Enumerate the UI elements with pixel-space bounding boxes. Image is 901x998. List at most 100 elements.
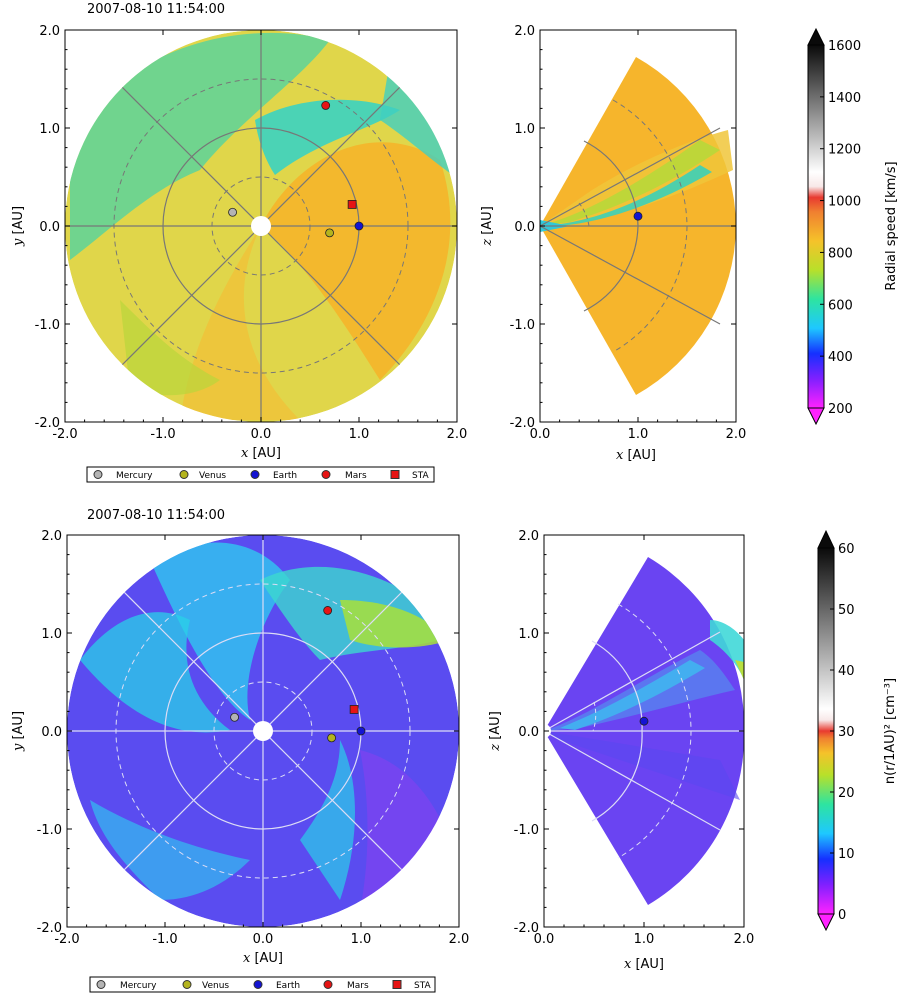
earth-marker (354, 221, 364, 231)
mars-marker (321, 101, 331, 110)
earth-marker (633, 211, 643, 221)
y-tick-label: 2.0 (514, 24, 535, 39)
y-tick-label: 0.0 (39, 220, 60, 235)
legend-bottom: Mercury Venus Earth Mars STA (89, 976, 436, 993)
legend-bottom-sta-label: STA (414, 981, 432, 991)
legend-sta-label: STA (412, 471, 430, 481)
y-tick-label: -2.0 (37, 921, 62, 936)
density-ecliptic-ticks: -2.0 -1.0 0.0 1.0 2.0 2.0 1.0 0.0 -1.0 -2.0 (37, 529, 470, 947)
x-tick-label: 2.0 (449, 932, 470, 947)
density-colorbar (817, 529, 835, 932)
density-meridional-ylabel: z [AU] (488, 711, 503, 752)
timestamp-top: 2007-08-10 11:54:00 (87, 2, 225, 17)
speed-meridional-ticks: 0.0 1.0 2.0 2.0 1.0 0.0 -1.0 -2.0 (510, 24, 747, 442)
y-tick-label: 1.0 (514, 122, 535, 137)
legend-venus-marker (179, 470, 189, 479)
x-tick-label: -1.0 (152, 932, 177, 947)
colorbar-tick-label: 400 (828, 350, 853, 365)
speed-ecliptic-ylabel: y [AU] (11, 206, 26, 247)
colorbar-tick-label: 10 (838, 847, 855, 862)
x-tick-label: -2.0 (54, 932, 79, 947)
y-tick-label: 1.0 (518, 627, 539, 642)
y-tick-label: 0.0 (514, 220, 535, 235)
timestamp-bottom: 2007-08-10 11:54:00 (87, 508, 225, 523)
density-colorbar-label: n(r/1AU)² [cm⁻³] (883, 678, 898, 784)
x-tick-label: 1.0 (634, 932, 655, 947)
speed-colorbar-min-arrow (807, 407, 825, 426)
speed-ecliptic-ticks: -2.0 -1.0 0.0 1.0 2.0 2.0 1.0 0.0 -1.0 -2.0 (35, 24, 468, 442)
y-tick-label: -2.0 (35, 416, 60, 431)
legend-mercury-marker (93, 470, 103, 479)
sta-marker (349, 705, 359, 714)
speed-colorbar-label: Radial speed [km/s] (884, 161, 899, 290)
colorbar-tick-label: 1600 (828, 39, 861, 54)
speed-colorbar-bar (807, 44, 825, 409)
speed-colorbar (807, 27, 825, 426)
speed-ecliptic-bodies (228, 101, 364, 238)
legend-bottom-mars-label: Mars (347, 981, 369, 991)
earth-marker (639, 716, 649, 726)
legend-bottom-venus-label: Venus (202, 981, 229, 991)
mars-marker (323, 606, 333, 615)
legend-earth-label: Earth (273, 471, 297, 481)
x-tick-label: 1.0 (349, 427, 370, 442)
legend-bottom-earth-label: Earth (276, 981, 300, 991)
colorbar-tick-label: 1200 (828, 143, 861, 158)
speed-meridional-field (539, 57, 736, 395)
x-tick-label: 1.0 (628, 427, 649, 442)
y-tick-label: 1.0 (39, 122, 60, 137)
y-tick-label: 0.0 (518, 725, 539, 740)
colorbar-tick-label: 600 (828, 298, 853, 313)
y-tick-label: 2.0 (39, 24, 60, 39)
y-tick-label: -2.0 (514, 921, 539, 936)
mercury-marker (228, 207, 237, 217)
legend-mars-marker (321, 470, 331, 479)
speed-meridional-xlabel: x [AU] (616, 448, 656, 463)
x-tick-label: 2.0 (726, 427, 747, 442)
colorbar-tick-label: 20 (838, 786, 855, 801)
density-colorbar-max-arrow (817, 529, 835, 549)
legend-bottom-sta-marker (392, 980, 402, 989)
colorbar-tick-label: 60 (838, 542, 855, 557)
legend-top: Mercury Venus Earth Mars STA (86, 466, 435, 483)
speed-colorbar-max-arrow (807, 27, 825, 46)
density-meridional-field (543, 557, 745, 905)
venus-marker (325, 228, 335, 238)
colorbar-tick-label: 40 (838, 664, 855, 679)
y-tick-label: 2.0 (518, 529, 539, 544)
earth-marker (356, 726, 366, 736)
legend-sta-marker (390, 470, 400, 479)
speed-meridional-ylabel: z [AU] (480, 206, 495, 247)
y-tick-label: -1.0 (37, 823, 62, 838)
sun-marker-bottom (253, 721, 273, 741)
x-tick-label: 2.0 (734, 932, 755, 947)
colorbar-tick-label: 0 (838, 908, 846, 923)
speed-colorbar-ticks: 1600 1400 1200 1000 800 600 400 200 (820, 39, 861, 417)
legend-bottom-venus-marker (182, 980, 192, 989)
x-tick-label: 0.0 (253, 932, 274, 947)
sun-marker-top (251, 216, 271, 236)
mercury-marker (230, 712, 239, 722)
x-tick-label: -1.0 (150, 427, 175, 442)
x-tick-label: 0.0 (530, 427, 551, 442)
density-colorbar-ticks: 60 50 40 30 20 10 0 (830, 542, 855, 923)
y-tick-label: -1.0 (510, 318, 535, 333)
legend-mars-label: Mars (345, 471, 367, 481)
legend-venus-label: Venus (199, 471, 226, 481)
speed-meridional-bodies (633, 211, 643, 221)
speed-ecliptic-xlabel: x [AU] (241, 446, 281, 461)
density-ecliptic-xlabel: x [AU] (243, 951, 283, 966)
legend-earth-marker (250, 470, 260, 479)
y-tick-label: -1.0 (35, 318, 60, 333)
legend-mercury-label: Mercury (116, 471, 153, 481)
sta-marker (347, 200, 357, 209)
density-ecliptic-ylabel: y [AU] (11, 711, 26, 752)
venus-marker (327, 733, 337, 743)
x-tick-label: 0.0 (251, 427, 272, 442)
legend-bottom-mars-marker (323, 980, 333, 989)
legend-bottom-mercury-label: Mercury (120, 981, 157, 991)
colorbar-tick-label: 30 (838, 725, 855, 740)
density-colorbar-min-arrow (817, 913, 835, 932)
density-meridional-bodies (639, 716, 649, 726)
